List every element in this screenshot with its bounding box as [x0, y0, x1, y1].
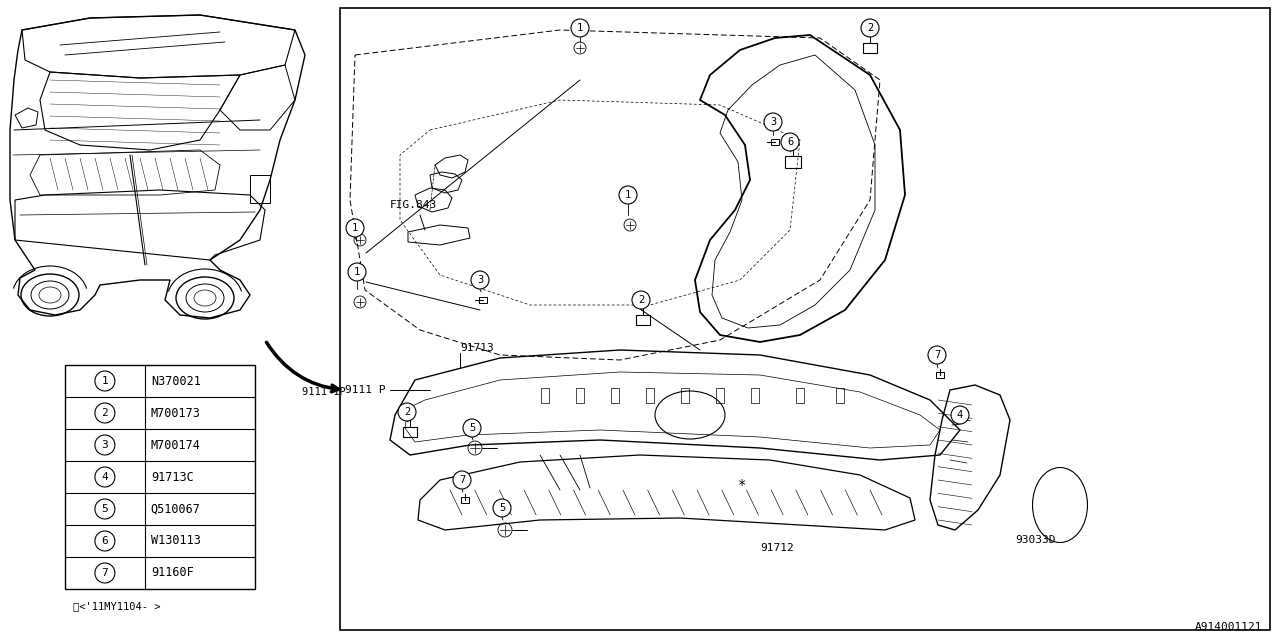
Text: 3: 3	[477, 275, 483, 285]
Bar	[541, 388, 549, 403]
Bar	[611, 388, 620, 403]
Circle shape	[951, 406, 969, 424]
Text: *: *	[737, 478, 746, 492]
Text: 91713: 91713	[460, 343, 494, 353]
Text: 91160F: 91160F	[151, 566, 193, 579]
Text: 1: 1	[625, 190, 631, 200]
Bar	[340, 8, 1270, 630]
Text: 9111 1P: 9111 1P	[302, 387, 346, 397]
Text: 1: 1	[353, 267, 360, 277]
Circle shape	[398, 403, 416, 421]
Bar	[863, 43, 877, 53]
Text: N370021: N370021	[151, 374, 201, 387]
Circle shape	[453, 471, 471, 489]
Bar	[796, 388, 804, 403]
Bar	[65, 365, 255, 589]
Text: 2: 2	[101, 408, 109, 418]
Text: 91713C: 91713C	[151, 470, 193, 483]
Circle shape	[781, 133, 799, 151]
Text: 2: 2	[637, 295, 644, 305]
Text: 4: 4	[957, 410, 963, 420]
Text: 4: 4	[101, 472, 109, 482]
Circle shape	[95, 563, 115, 583]
Text: 6: 6	[101, 536, 109, 546]
Bar	[636, 315, 650, 325]
Bar	[681, 388, 689, 403]
Text: 1: 1	[101, 376, 109, 386]
Bar	[576, 388, 584, 403]
Text: 3: 3	[101, 440, 109, 450]
Circle shape	[95, 435, 115, 455]
Text: 2: 2	[867, 23, 873, 33]
Text: 6: 6	[787, 137, 794, 147]
Circle shape	[493, 499, 511, 517]
Circle shape	[571, 19, 589, 37]
Bar	[250, 175, 270, 203]
Circle shape	[348, 263, 366, 281]
Text: Q510067: Q510067	[151, 502, 201, 515]
Text: M700173: M700173	[151, 406, 201, 419]
Text: 3: 3	[769, 117, 776, 127]
Bar	[836, 388, 844, 403]
Text: 91712: 91712	[760, 543, 794, 553]
Circle shape	[620, 186, 637, 204]
Circle shape	[95, 467, 115, 487]
Bar	[751, 388, 759, 403]
Circle shape	[95, 403, 115, 423]
Circle shape	[764, 113, 782, 131]
Text: FIG.843: FIG.843	[390, 200, 438, 210]
Text: 2: 2	[404, 407, 410, 417]
Bar	[646, 388, 654, 403]
Text: 7: 7	[101, 568, 109, 578]
Circle shape	[632, 291, 650, 309]
Text: M700174: M700174	[151, 438, 201, 451]
Circle shape	[95, 371, 115, 391]
Bar	[716, 388, 724, 403]
Text: 93033D: 93033D	[1015, 535, 1056, 545]
Text: 9111 P: 9111 P	[346, 385, 385, 395]
Circle shape	[928, 346, 946, 364]
Text: 5: 5	[101, 504, 109, 514]
Text: 1: 1	[352, 223, 358, 233]
Circle shape	[861, 19, 879, 37]
Text: W130113: W130113	[151, 534, 201, 547]
Text: A914001121: A914001121	[1194, 622, 1262, 632]
Bar	[785, 156, 801, 168]
Circle shape	[463, 419, 481, 437]
Circle shape	[95, 531, 115, 551]
Circle shape	[346, 219, 364, 237]
Text: 5: 5	[468, 423, 475, 433]
Circle shape	[471, 271, 489, 289]
Text: ※<'11MY1104- >: ※<'11MY1104- >	[73, 601, 160, 611]
Text: 1: 1	[577, 23, 584, 33]
Text: 7: 7	[934, 350, 940, 360]
Circle shape	[95, 499, 115, 519]
Text: 5: 5	[499, 503, 506, 513]
Bar	[403, 427, 417, 437]
Text: 7: 7	[458, 475, 465, 485]
